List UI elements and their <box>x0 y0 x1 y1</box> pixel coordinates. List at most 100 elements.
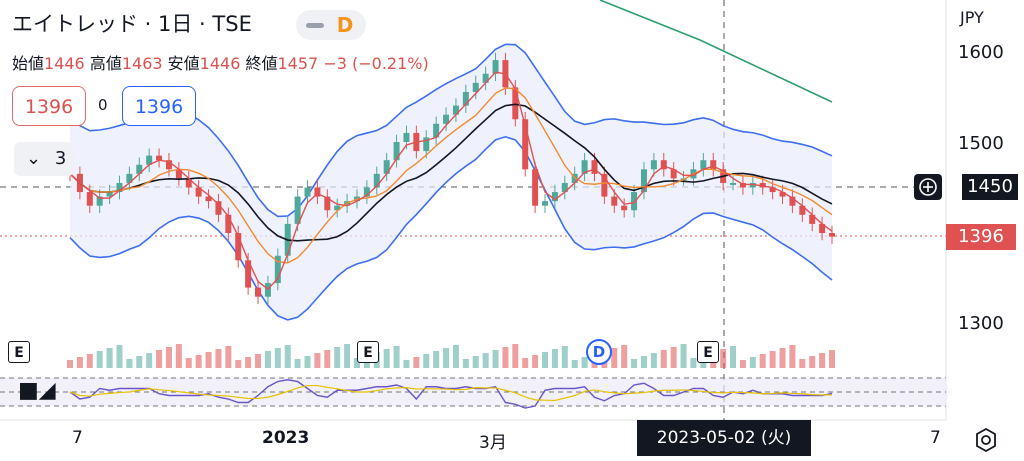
high-label: 高値 <box>89 54 122 73</box>
earnings-event-1[interactable]: E <box>8 341 30 363</box>
sell-button[interactable]: 1396 <box>12 86 86 126</box>
volume-bar <box>106 348 113 368</box>
candle-body <box>314 187 321 197</box>
candle-body <box>235 233 242 261</box>
candle-body <box>383 160 390 174</box>
crosshair-date-label: 2023-05-02 (火) <box>637 420 811 456</box>
buy-button[interactable]: 1396 <box>122 86 196 126</box>
candle-body <box>482 73 489 83</box>
volume-bar <box>304 356 311 368</box>
volume-bar <box>274 348 281 368</box>
low-label: 安値 <box>167 54 200 73</box>
volume-bar <box>324 350 331 368</box>
candle-body <box>195 187 202 197</box>
candle-body <box>739 182 746 188</box>
volume-bar <box>720 349 727 368</box>
volume-bar <box>769 351 776 368</box>
volume-bar <box>462 359 469 368</box>
high-value: 1463 <box>121 54 163 73</box>
volume-bar <box>175 344 182 368</box>
x-tick-1: 7 <box>72 428 83 448</box>
long-ma-line <box>599 0 833 103</box>
tradingview-logo: ■◢ <box>18 378 56 403</box>
candle-body <box>670 169 677 179</box>
earnings-event-3[interactable]: E <box>697 341 719 363</box>
indicator-count: 3 <box>54 148 67 169</box>
volume-bar <box>245 357 252 368</box>
volume-bar <box>502 347 509 368</box>
volume-bar <box>294 359 301 368</box>
volume-bar <box>542 352 549 368</box>
candle-body <box>423 137 430 152</box>
candle-body <box>304 187 311 197</box>
volume-bar <box>205 352 212 368</box>
volume-bar <box>581 357 588 368</box>
currency-label[interactable]: JPY <box>960 8 984 27</box>
candle-body <box>136 164 143 174</box>
volume-bar <box>314 353 321 368</box>
candle-body <box>601 173 608 197</box>
volume-bar <box>730 346 737 368</box>
volume-bar <box>631 359 638 368</box>
candle-body <box>472 82 479 92</box>
candle-body <box>829 233 835 237</box>
volume-bar <box>680 344 687 368</box>
volume-bar <box>255 354 262 368</box>
volume-bar <box>789 345 796 368</box>
volume-bar <box>383 349 390 368</box>
candle-body <box>334 205 341 211</box>
candle-body <box>175 169 182 179</box>
volume-bar <box>522 358 529 368</box>
candle-body <box>759 182 766 188</box>
candle-body <box>749 182 756 188</box>
volume-bar <box>264 351 271 368</box>
candle-body <box>789 196 796 206</box>
dividend-event[interactable]: D <box>586 339 612 365</box>
volume-bar <box>433 351 440 368</box>
indicators-collapse-button[interactable]: ⌄ 3 <box>14 142 74 176</box>
candle-body <box>640 169 647 193</box>
volume-bar <box>423 354 430 368</box>
volume-bar <box>492 350 499 368</box>
volume-bar <box>799 359 806 368</box>
candle-body <box>512 87 519 120</box>
candle-body <box>165 160 172 170</box>
volume-bar <box>195 355 202 368</box>
volume-bar <box>284 345 291 368</box>
candle-body <box>146 155 153 165</box>
candle-body <box>769 187 776 193</box>
candle-body <box>462 91 469 106</box>
rsi-ma-line <box>69 384 833 402</box>
volume-bar <box>472 356 479 368</box>
volume-bar <box>235 360 242 368</box>
candle-body <box>809 214 816 224</box>
change-value: −3 (−0.21%) <box>323 54 429 73</box>
volume-bar <box>829 350 835 368</box>
earnings-event-2[interactable]: E <box>357 341 379 363</box>
volume-bar <box>215 349 222 368</box>
symbol-title[interactable]: エイトレッド · 1日 · TSE <box>12 12 252 36</box>
candle-body <box>730 182 737 185</box>
candle-body <box>245 260 252 288</box>
volume-bar <box>443 348 450 368</box>
open-value: 1446 <box>44 54 85 73</box>
x-tick-3: 3月 <box>479 433 507 453</box>
interval-toggle[interactable]: D <box>296 10 366 40</box>
add-crosshair-icon[interactable] <box>914 174 942 200</box>
volume-bar <box>136 356 143 368</box>
volume-bar <box>611 348 618 368</box>
minus-icon <box>306 23 324 28</box>
volume-bar <box>561 346 568 368</box>
interval-badge[interactable]: D <box>336 13 354 37</box>
x-tick-2: 2023 <box>262 428 310 448</box>
candle-body <box>433 123 440 138</box>
volume-bar <box>749 357 756 368</box>
candle-body <box>373 173 380 188</box>
candle-body <box>126 173 133 183</box>
settings-icon[interactable] <box>972 426 1000 454</box>
candle-body <box>185 178 192 188</box>
candle-body <box>363 187 370 197</box>
volume-bar <box>225 346 232 368</box>
